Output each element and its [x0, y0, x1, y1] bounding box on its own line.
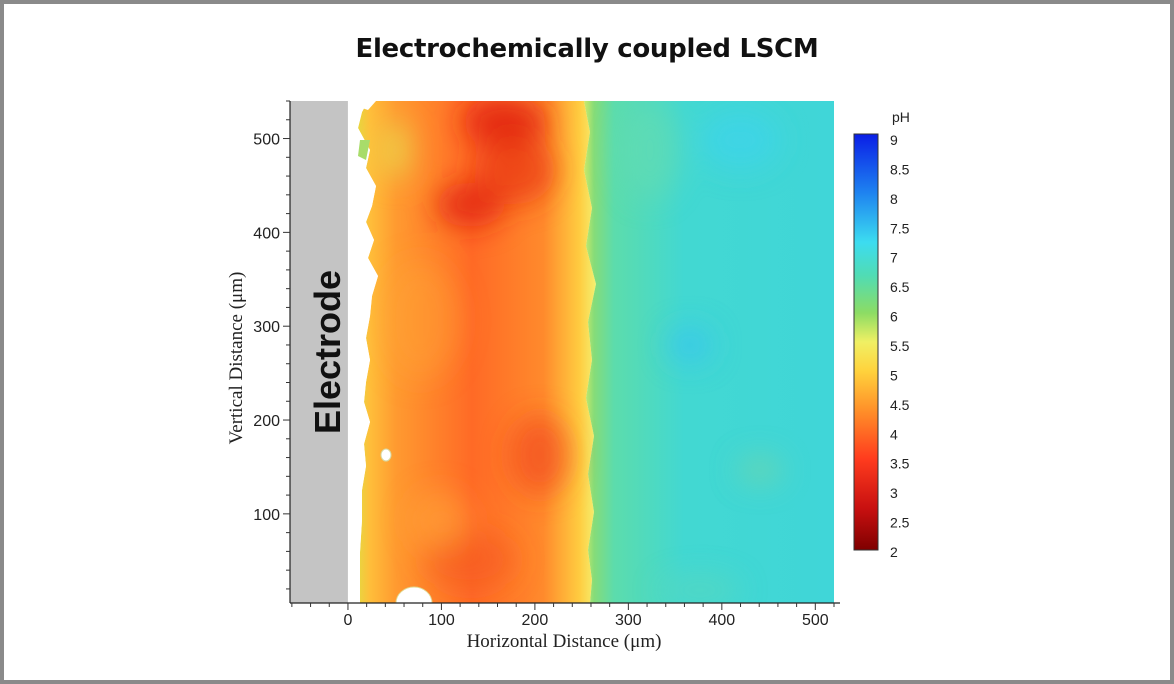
- y-axis-title: Vertical Distance (μm): [226, 272, 247, 445]
- x-tick-label: 100: [428, 612, 455, 629]
- colorbar-tick-label: 2.5: [890, 515, 910, 531]
- colorbar-tick-label: 9: [890, 132, 898, 148]
- x-tick-label: 300: [615, 612, 642, 629]
- colorbar-tick-label: 4: [890, 426, 898, 442]
- y-tick-label: 500: [253, 132, 280, 149]
- colorbar-tick-label: 2: [890, 544, 898, 560]
- x-tick-label: 0: [343, 612, 352, 629]
- colorbar-tick-label: 3: [890, 485, 898, 501]
- y-tick-labels: 100 200 300 400 500: [253, 132, 280, 524]
- colorbar-tick-label: 8.5: [890, 161, 910, 177]
- colorbar-tick-label: 7.5: [890, 220, 910, 236]
- heatmap-plot: [290, 101, 834, 603]
- colorbar-tick-label: 6: [890, 309, 898, 325]
- electrode-region: [290, 101, 348, 603]
- colorbar-tick-label: 8: [890, 191, 898, 207]
- colorbar-gradient: [853, 133, 879, 551]
- x-tick-labels: 0 100 200 300 400 500: [343, 612, 828, 629]
- x-tick-label: 400: [708, 612, 735, 629]
- x-tick-label: 500: [802, 612, 829, 629]
- y-tick-label: 400: [253, 225, 280, 242]
- colorbar-title: pH: [892, 109, 910, 125]
- axes: [283, 100, 840, 610]
- colorbar-tick-label: 7: [890, 250, 898, 266]
- y-tick-label: 300: [253, 319, 280, 336]
- slide-title: Electrochemically coupled LSCM: [355, 34, 819, 64]
- ph-variation-blobs: [379, 101, 782, 603]
- colorbar: pH 9 8.5 8 7.5 7 6.5 6 5.5 5 4.5 4 3.5 3 2.5 2: [853, 109, 910, 560]
- colorbar-tick-label: 4.5: [890, 397, 910, 413]
- electrode-annotation: Electrode: [307, 270, 348, 434]
- colorbar-tick-labels: 9 8.5 8 7.5 7 6.5 6 5.5 5 4.5 4 3.5 3 2.5 2: [890, 132, 910, 560]
- x-tick-label: 200: [522, 612, 549, 629]
- y-tick-label: 100: [253, 507, 280, 524]
- x-axis-title: Horizontal Distance (μm): [467, 631, 662, 652]
- electrode-gap: [347, 101, 378, 603]
- colorbar-tick-label: 5.5: [890, 338, 910, 354]
- y-tick-label: 200: [253, 413, 280, 430]
- colorbar-tick-label: 5: [890, 367, 898, 383]
- colorbar-tick-label: 3.5: [890, 456, 910, 472]
- colorbar-tick-label: 6.5: [890, 279, 910, 295]
- bubble-holes: [347, 101, 433, 603]
